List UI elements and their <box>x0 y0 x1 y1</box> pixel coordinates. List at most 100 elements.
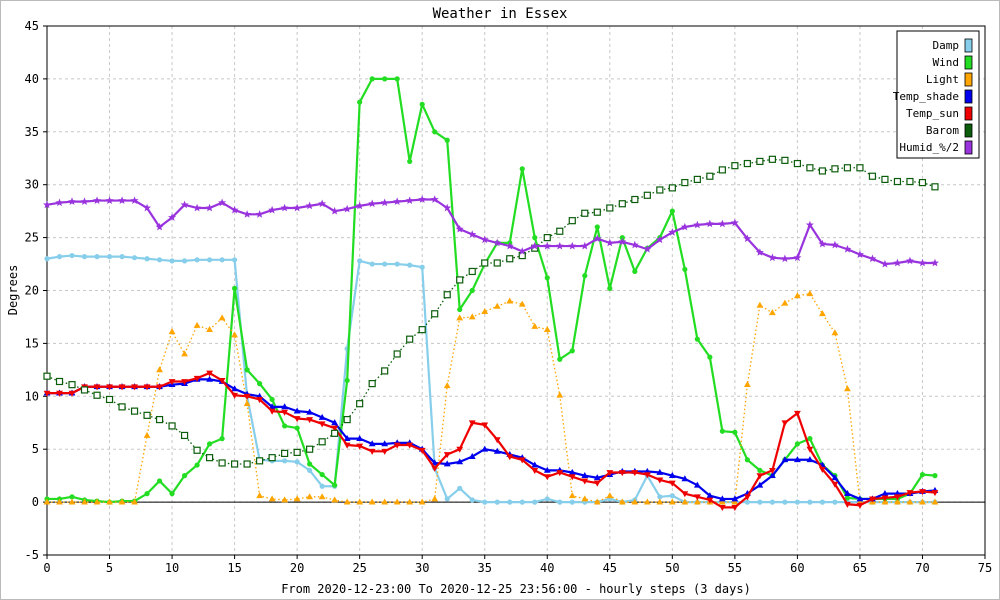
barom-point <box>143 411 151 419</box>
y-tick-label: -5 <box>25 548 39 562</box>
barom-point <box>843 164 852 172</box>
temp-sun-point <box>794 410 801 417</box>
wind-point <box>294 425 300 431</box>
temp-sun-point <box>618 470 626 477</box>
barom-point <box>155 415 164 424</box>
humid-2-point <box>868 254 877 263</box>
barom-point <box>481 259 489 267</box>
temp-sun-point <box>681 491 689 498</box>
damp-point <box>144 256 150 262</box>
temp-shade-point <box>781 456 789 463</box>
temp-sun-point <box>819 466 826 473</box>
damp-point <box>457 485 463 491</box>
light-point <box>668 498 676 505</box>
light-point <box>493 302 501 309</box>
barom-point <box>168 422 176 430</box>
temp-sun-point <box>406 442 414 449</box>
wind-point <box>719 428 725 434</box>
light-point <box>693 498 701 505</box>
barom-point <box>818 167 827 175</box>
light-point <box>143 431 151 438</box>
light-point <box>356 498 364 505</box>
light-point <box>243 400 251 407</box>
damp-point <box>106 254 113 260</box>
temp-sun-point <box>756 473 764 480</box>
barom-point <box>781 156 789 164</box>
y-tick-label: 5 <box>32 442 39 456</box>
light-point <box>781 299 789 306</box>
legend-swatch-light <box>964 72 973 87</box>
x-tick-label: 5 <box>106 561 113 575</box>
temp-sun-point <box>318 421 326 428</box>
humid-2-point <box>255 210 264 218</box>
x-tick-label: 30 <box>415 561 429 575</box>
humid-2-point <box>55 198 64 207</box>
wind-point <box>607 285 613 291</box>
light-point <box>431 495 439 502</box>
legend-label-humid-2: Humid_%/2 <box>899 141 959 154</box>
barom-point <box>218 459 226 467</box>
wind-point <box>569 348 575 354</box>
wind-point <box>707 354 713 360</box>
damp-point <box>206 257 213 263</box>
humid-2-point <box>518 247 527 255</box>
wind-point <box>69 494 75 500</box>
temp-shade-point <box>431 459 439 466</box>
humid-2-point <box>268 205 277 214</box>
barom-point <box>493 259 501 267</box>
legend-swatch-temp-shade <box>964 89 973 104</box>
barom-point <box>468 267 476 276</box>
damp-point <box>307 467 313 473</box>
humid-2-point <box>293 203 302 212</box>
barom-point <box>393 350 401 358</box>
light-point <box>256 492 264 499</box>
temp-sun-point <box>518 457 526 464</box>
legend-label-damp: Damp <box>933 39 960 52</box>
legend-swatch-humid-2 <box>964 140 973 155</box>
humid-2-point <box>643 245 652 253</box>
humid-2-point <box>468 230 477 238</box>
light-point <box>606 492 614 499</box>
light-point <box>368 498 376 505</box>
temp-shade-point <box>293 407 301 414</box>
temp-sun-point <box>856 502 864 509</box>
barom-point <box>931 183 939 191</box>
light-point <box>456 314 464 321</box>
humid-2-point <box>280 203 289 212</box>
wind-point <box>369 76 375 82</box>
temp-sun-point <box>543 474 551 481</box>
light-point <box>906 498 914 505</box>
temp-sun-point <box>293 416 301 423</box>
humid-2-point <box>180 200 189 209</box>
temp-sun-point <box>431 465 439 472</box>
temp-sun-point <box>93 384 101 391</box>
damp-point <box>232 257 238 263</box>
temp-sun-point <box>131 384 138 391</box>
damp-point <box>482 499 488 505</box>
light-point <box>556 391 564 398</box>
light-point <box>643 498 651 505</box>
light-point <box>931 498 939 505</box>
humid-2-point <box>755 248 764 256</box>
humid-2-point <box>805 220 814 229</box>
humid-2-point <box>668 228 677 236</box>
wind-point <box>532 235 538 241</box>
x-tick-label: 55 <box>728 561 742 575</box>
barom-point <box>643 191 651 199</box>
y-axis-label: Degrees <box>6 265 20 316</box>
temp-sun-point <box>43 390 51 397</box>
light-point <box>318 493 326 500</box>
temp-shade-point <box>806 456 814 463</box>
barom-point <box>281 449 289 458</box>
barom-point <box>656 186 664 194</box>
barom-point <box>356 400 364 408</box>
humid-2-point <box>880 259 889 268</box>
temp-shade-point <box>381 440 389 447</box>
humid-2-point <box>193 203 202 212</box>
wind-point <box>219 436 225 442</box>
wind-point <box>282 423 288 429</box>
light-point <box>656 498 664 505</box>
wind-point <box>419 101 425 107</box>
barom-point <box>568 217 576 225</box>
legend-swatch-wind <box>964 55 973 70</box>
